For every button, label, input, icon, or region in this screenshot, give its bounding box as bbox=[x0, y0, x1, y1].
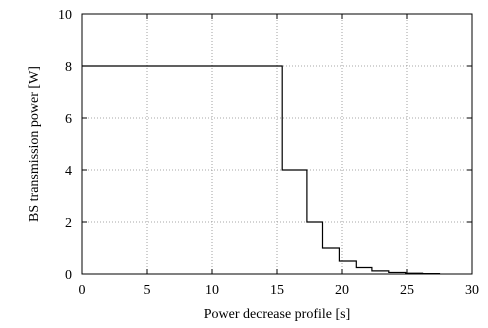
y-tick-label: 10 bbox=[58, 8, 72, 23]
x-tick-label: 20 bbox=[335, 283, 349, 298]
x-tick-label: 15 bbox=[270, 283, 284, 298]
y-tick-label: 6 bbox=[65, 112, 72, 127]
y-tick-label: 0 bbox=[65, 268, 72, 283]
x-tick-label: 5 bbox=[144, 283, 151, 298]
x-axis-label: Power decrease profile [s] bbox=[204, 307, 351, 322]
power-step-line bbox=[82, 65, 441, 275]
grid bbox=[82, 14, 472, 274]
x-tick-label: 25 bbox=[400, 283, 414, 298]
x-tick-label: 30 bbox=[465, 283, 479, 298]
x-tick-labels: 0 5 10 15 20 25 30 bbox=[79, 283, 480, 298]
y-tick-labels: 0 2 4 6 8 10 bbox=[58, 8, 72, 283]
y-axis-label: BS transmission power [W] bbox=[27, 66, 42, 222]
y-tick-label: 2 bbox=[65, 216, 72, 231]
x-tick-label: 10 bbox=[205, 283, 219, 298]
x-tick-label: 0 bbox=[79, 283, 86, 298]
y-tick-label: 8 bbox=[65, 60, 72, 75]
y-tick-label: 4 bbox=[65, 164, 72, 179]
